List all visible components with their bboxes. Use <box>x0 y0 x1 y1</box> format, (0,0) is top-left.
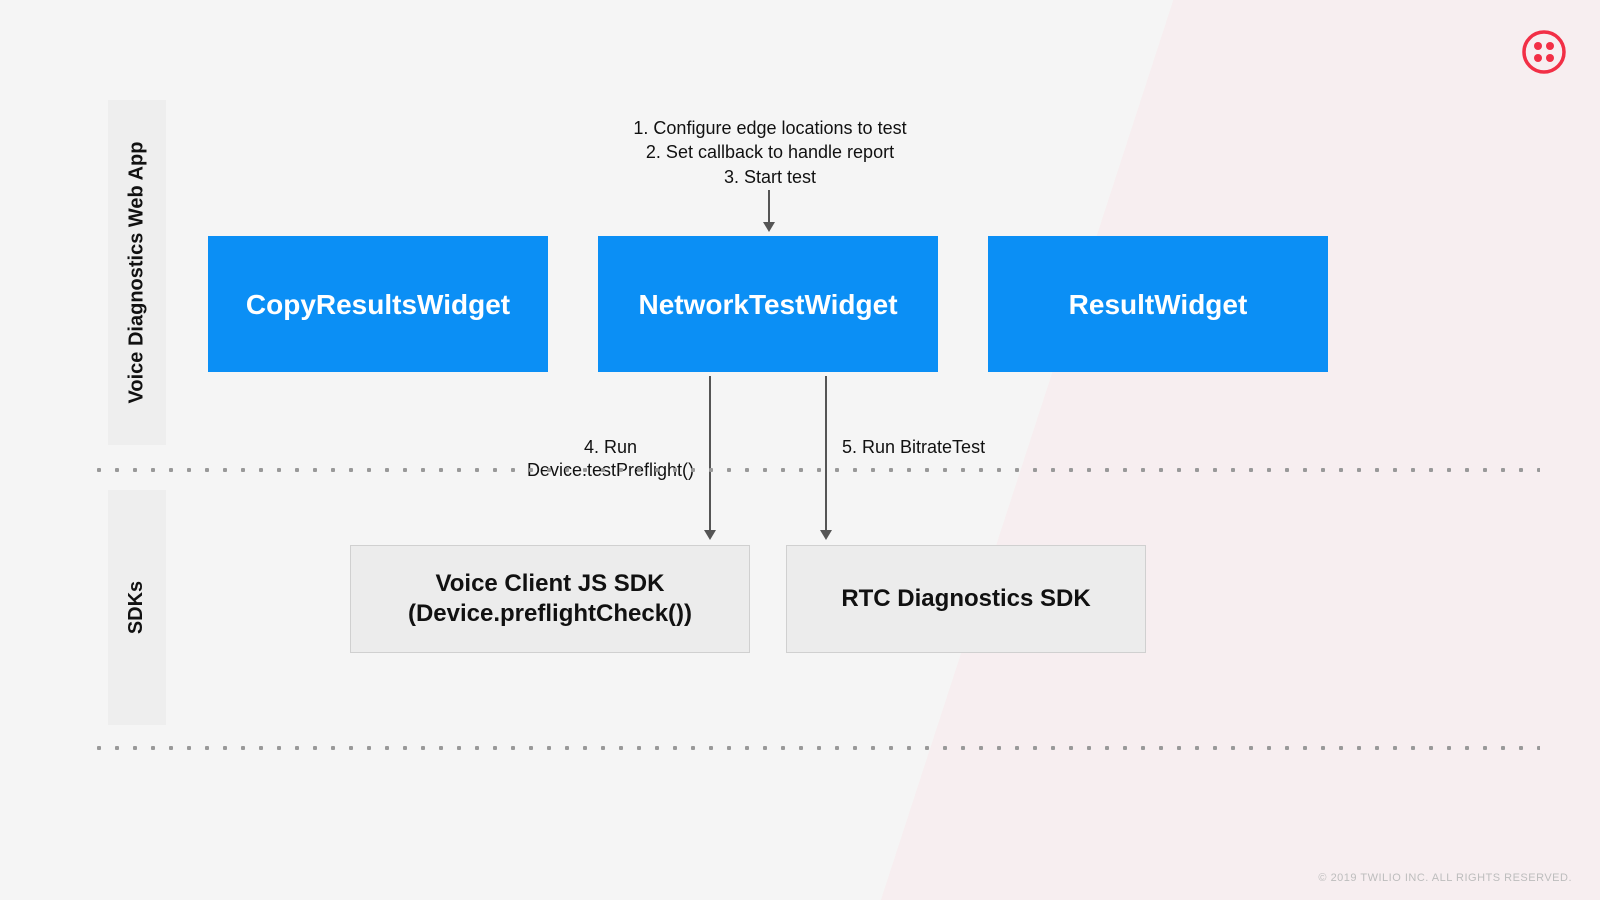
section-label-sdks: SDKs <box>108 490 166 725</box>
arrow-network-to-rtc-sdk <box>825 376 827 532</box>
steps-list: 1. Configure edge locations to test2. Se… <box>590 116 950 189</box>
arrow-steps-to-network-head <box>763 222 775 232</box>
section-label-web-app: Voice Diagnostics Web App <box>108 100 166 445</box>
arrow-steps-to-network <box>768 190 770 224</box>
divider-0 <box>90 467 1540 473</box>
rtc-diag-sdk: RTC Diagnostics SDK <box>786 545 1146 653</box>
copyright-footer: © 2019 TWILIO INC. ALL RIGHTS RESERVED. <box>1318 872 1572 884</box>
voice-client-sdk: Voice Client JS SDK (Device.preflightChe… <box>350 545 750 653</box>
twilio-logo-icon <box>1520 28 1568 76</box>
copy-results-widget: CopyResultsWidget <box>208 236 548 372</box>
arrow-network-to-rtc-sdk-head <box>820 530 832 540</box>
arrow-network-to-rtc-sdk-label: 5. Run BitrateTest <box>842 436 985 459</box>
arrow-network-to-voice-sdk <box>709 376 711 532</box>
step-line: 1. Configure edge locations to test <box>590 116 950 140</box>
step-line: 2. Set callback to handle report <box>590 140 950 164</box>
arrow-network-to-voice-sdk-head <box>704 530 716 540</box>
result-widget: ResultWidget <box>988 236 1328 372</box>
divider-1 <box>90 745 1540 751</box>
arrow-network-to-voice-sdk-label: 4. Run Device.testPreflight() <box>527 436 694 483</box>
network-test-widget: NetworkTestWidget <box>598 236 938 372</box>
step-line: 3. Start test <box>590 165 950 189</box>
